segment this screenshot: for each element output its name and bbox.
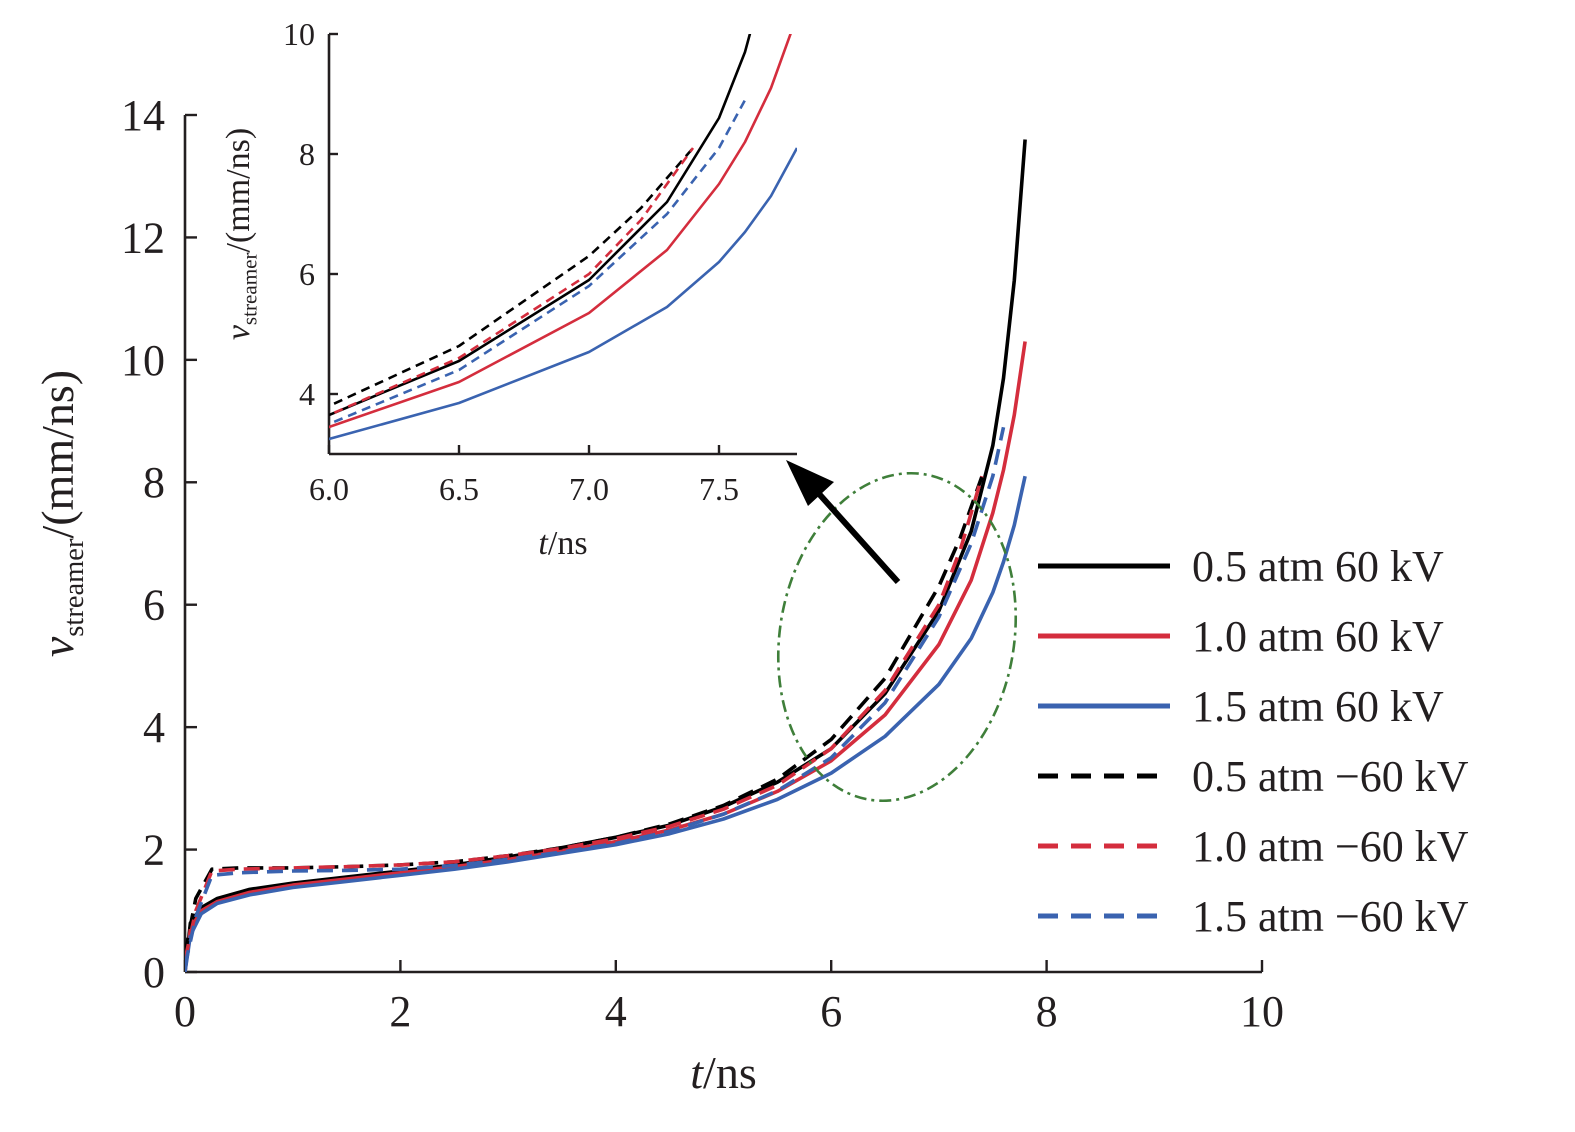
y-tick-label: 2 — [143, 826, 165, 875]
legend-label-4: 0.5 atm −60 kV — [1192, 752, 1469, 801]
series-line-1 — [185, 139, 1027, 972]
y-tick-label: 8 — [299, 136, 315, 172]
x-axis-title-unit: /ns — [703, 1047, 757, 1098]
x-tick-label: 7.5 — [699, 471, 739, 507]
zoom-ellipse — [776, 471, 1018, 803]
series-line-4 — [329, 147, 694, 408]
series-line-1 — [329, 34, 752, 417]
series-line-6 — [185, 426, 1006, 967]
x-tick-label: 6.0 — [309, 471, 349, 507]
inset-plot: 6.0 6.5 7.0 7.5 4 6 8 10 t/ns vstreamer/(mm/ns) — [220, 16, 802, 562]
legend: 0.5 atm 60 kV 1.0 atm 60 kV 1.5 atm 60 kV 0… — [1030, 540, 1550, 960]
y-tick-label: 10 — [121, 336, 165, 385]
legend-background — [1030, 540, 1550, 960]
legend-label-5: 1.0 atm −60 kV — [1192, 822, 1469, 871]
zoom-arrow-head — [786, 460, 834, 506]
x-axis-title-var: t — [690, 1047, 704, 1098]
y-tick-label: 6 — [143, 581, 165, 630]
x-axis-title: t/ns — [690, 1047, 756, 1098]
zoom-annotation — [776, 460, 1018, 803]
x-tick-label: 2 — [389, 987, 411, 1036]
legend-label-2: 1.0 atm 60 kV — [1192, 612, 1444, 661]
legend-label-1: 0.5 atm 60 kV — [1192, 542, 1444, 591]
y-tick-label: 4 — [143, 703, 165, 752]
series-line-4 — [185, 475, 984, 954]
x-tick-label: 7.0 — [569, 471, 609, 507]
series-line-3 — [329, 147, 797, 441]
x-tick-label: 4 — [605, 987, 627, 1036]
y-tick-label: 12 — [121, 213, 165, 262]
series-line-5 — [329, 147, 695, 417]
series-line-3 — [185, 475, 1027, 972]
y-axis-title: vstreamer/(mm/ns) — [220, 128, 261, 340]
legend-label-6: 1.5 atm −60 kV — [1192, 892, 1469, 941]
y-axis-title: vstreamer/(mm/ns) — [32, 370, 90, 657]
zoom-arrow-shaft — [809, 483, 901, 585]
x-tick-label: 10 — [1240, 987, 1284, 1036]
y-tick-label: 10 — [283, 16, 315, 52]
x-tick-label: 8 — [1036, 987, 1058, 1036]
y-axis-title-unit: /(mm/ns) — [32, 370, 83, 539]
x-axis-title-unit: /ns — [548, 525, 588, 562]
y-axis-title-sub: streamer — [59, 538, 90, 637]
x-tick-label: 0 — [174, 987, 196, 1036]
legend-label-3: 1.5 atm 60 kV — [1192, 682, 1444, 731]
x-tick-label: 6.5 — [439, 471, 479, 507]
y-tick-label: 6 — [299, 256, 315, 292]
x-tick-label: 6 — [820, 987, 842, 1036]
x-axis-title-var: t — [538, 525, 549, 562]
y-tick-label: 8 — [143, 458, 165, 507]
y-axis-title-unit: /(mm/ns) — [220, 128, 257, 253]
x-axis-title: t/ns — [538, 525, 587, 562]
series-line-5 — [185, 475, 984, 961]
series-line-2 — [185, 341, 1027, 972]
y-axis-title-var: v — [220, 324, 257, 340]
y-tick-label: 4 — [299, 376, 315, 412]
y-axis-title-var: v — [32, 636, 83, 657]
series-line-2 — [329, 34, 792, 429]
y-tick-label: 14 — [121, 91, 165, 140]
y-tick-label: 0 — [143, 948, 165, 997]
y-axis-title-sub: streamer — [237, 253, 261, 326]
